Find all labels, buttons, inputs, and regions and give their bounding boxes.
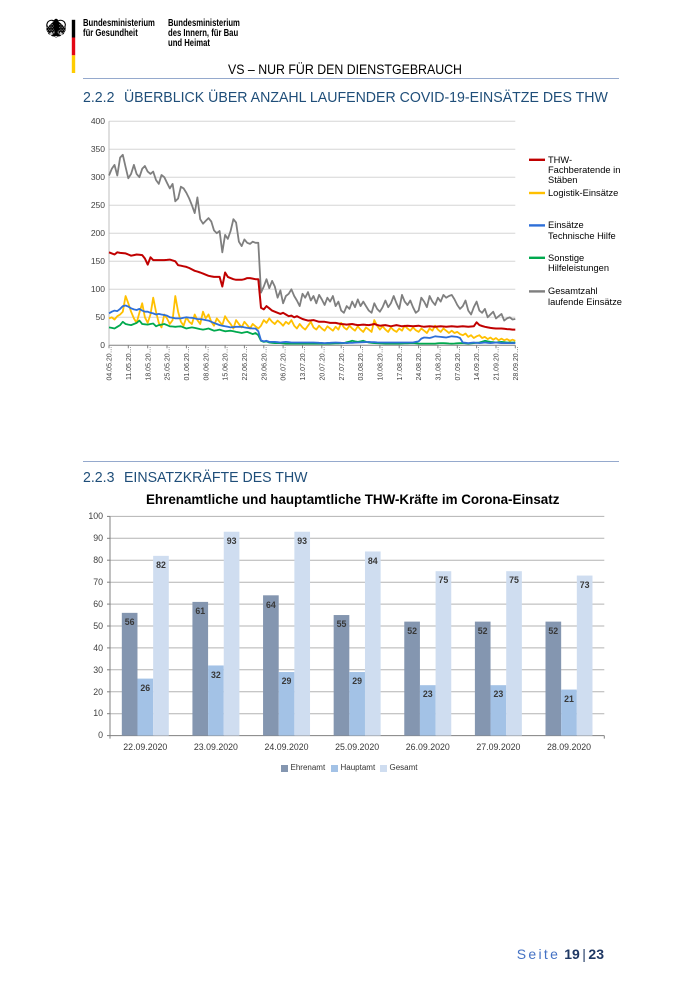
svg-text:25.05.20…: 25.05.20… <box>165 346 172 380</box>
svg-text:31.08.20…: 31.08.20… <box>436 346 443 380</box>
svg-text:29.06.20…: 29.06.20… <box>261 346 268 380</box>
svg-text:14.09.20…: 14.09.20… <box>474 346 481 380</box>
svg-text:18.05.20…: 18.05.20… <box>145 346 152 380</box>
svg-text:21.09.20…: 21.09.20… <box>494 346 501 380</box>
svg-text:28.09.20…: 28.09.20… <box>513 346 520 380</box>
svg-text:01.06.20…: 01.06.20… <box>184 346 191 380</box>
svg-text:24.08.20…: 24.08.20… <box>416 346 423 380</box>
svg-text:10.08.20…: 10.08.20… <box>377 346 384 380</box>
svg-text:15.06.20…: 15.06.20… <box>223 346 230 380</box>
svg-text:06.07.20…: 06.07.20… <box>281 346 288 380</box>
svg-text:08.06.20…: 08.06.20… <box>203 346 210 380</box>
svg-text:27.07.20…: 27.07.20… <box>339 346 346 380</box>
svg-text:03.08.20…: 03.08.20… <box>358 346 365 380</box>
svg-text:17.08.20…: 17.08.20… <box>397 346 404 380</box>
svg-text:11.05.20…: 11.05.20… <box>126 346 133 380</box>
svg-text:04.05.20…: 04.05.20… <box>107 346 114 380</box>
svg-text:20.07.20…: 20.07.20… <box>319 346 326 380</box>
svg-text:13.07.20…: 13.07.20… <box>300 346 307 380</box>
svg-text:07.09.20…: 07.09.20… <box>455 346 462 380</box>
svg-text:22.06.20…: 22.06.20… <box>242 346 249 380</box>
